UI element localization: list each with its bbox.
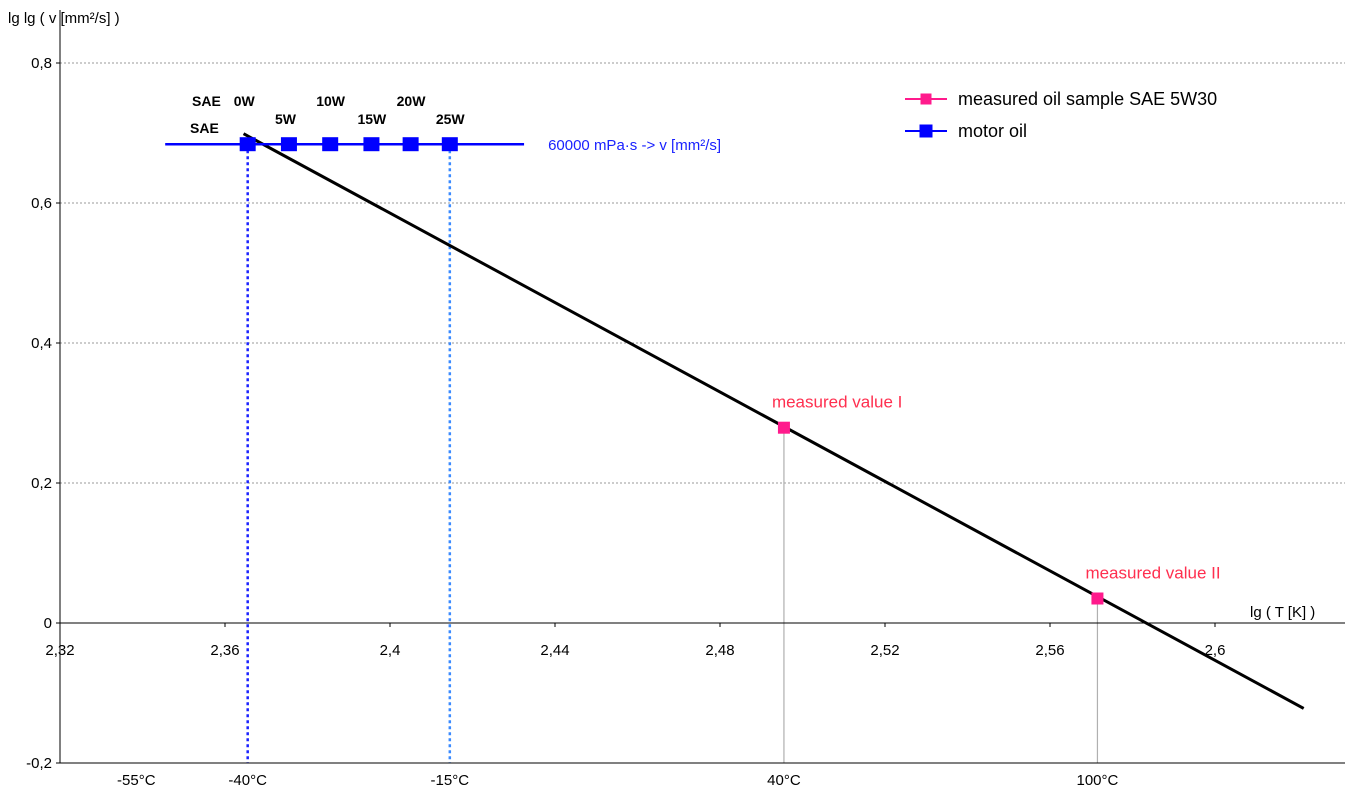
x-tick-label: 2,48 [705, 642, 734, 659]
temperature-label: -55°C [117, 772, 156, 789]
motor-oil-marker [402, 137, 419, 152]
axes [56, 10, 1345, 764]
temperature-label: 40°C [767, 772, 801, 789]
motor-oil-grade-label: 15W [357, 111, 387, 127]
measured-annotation: measured value I [772, 393, 902, 412]
motor-oil-grade-label: 10W [316, 93, 346, 109]
x-tick-label: 2,44 [540, 642, 569, 659]
x-tick-label: 2,52 [870, 642, 899, 659]
fit-line [242, 132, 1305, 710]
y-tick-label: 0,8 [31, 55, 52, 72]
tick-labels: 0,8 0,6 0,4 0,2 0 -0,2 2,32 2,36 2,4 2,44 2,48 2,52… [26, 55, 1225, 789]
measured-marker [1091, 592, 1104, 605]
x-axis-label: lg ( T [K] ) [1250, 604, 1315, 621]
legend-swatch-marker [920, 93, 932, 105]
motor-oil-marker [239, 137, 256, 152]
x-tick-label: 2,36 [210, 642, 239, 659]
guide-lines [246, 144, 1099, 763]
legend-label: motor oil [958, 121, 1027, 141]
y-tick-label: 0 [44, 615, 52, 632]
grid-lines [60, 62, 1345, 484]
fit-line-group [242, 132, 1305, 710]
y-tick-label: 0,6 [31, 195, 52, 212]
legend: measured oil sample SAE 5W30 motor oil [905, 89, 1217, 141]
temperature-label: -40°C [228, 772, 267, 789]
motor-oil-marker [441, 137, 458, 152]
y-axis-label: lg lg ( v [mm²/s] ) [8, 10, 120, 27]
y-tick-label: -0,2 [26, 755, 52, 772]
temperature-label: 100°C [1077, 772, 1119, 789]
x-tick-label: 2,4 [380, 642, 401, 659]
motor-oil-grade-label: 5W [275, 111, 297, 127]
y-tick-label: 0,2 [31, 475, 52, 492]
sae-label: SAE [192, 93, 221, 109]
measured-series: measured value I measured value II [772, 393, 1221, 605]
y-tick-label: 0,4 [31, 335, 52, 352]
motor-oil-marker [363, 137, 380, 152]
temperature-label: -15°C [431, 772, 470, 789]
sae-label: SAE [190, 120, 219, 136]
motor-oil-grade-label: 20W [397, 93, 427, 109]
motor-oil-marker [322, 137, 339, 152]
motor-oil-line-label: 60000 mPa·s -> v [mm²/s] [548, 137, 721, 154]
legend-label: measured oil sample SAE 5W30 [958, 89, 1217, 109]
motor-oil-grade-label: 0W [234, 93, 256, 109]
motor-oil-series: 60000 mPa·s -> v [mm²/s] SAE SAE 0W 5W 10W 15W… [165, 93, 721, 154]
measured-annotation: measured value II [1085, 564, 1220, 583]
x-tick-label: 2,56 [1035, 642, 1064, 659]
measured-marker [777, 421, 790, 434]
x-tick-label: 2,6 [1205, 642, 1226, 659]
legend-swatch-marker [919, 124, 933, 138]
motor-oil-grade-label: 25W [436, 111, 466, 127]
motor-oil-marker [280, 137, 297, 152]
x-tick-label: 2,32 [45, 642, 74, 659]
